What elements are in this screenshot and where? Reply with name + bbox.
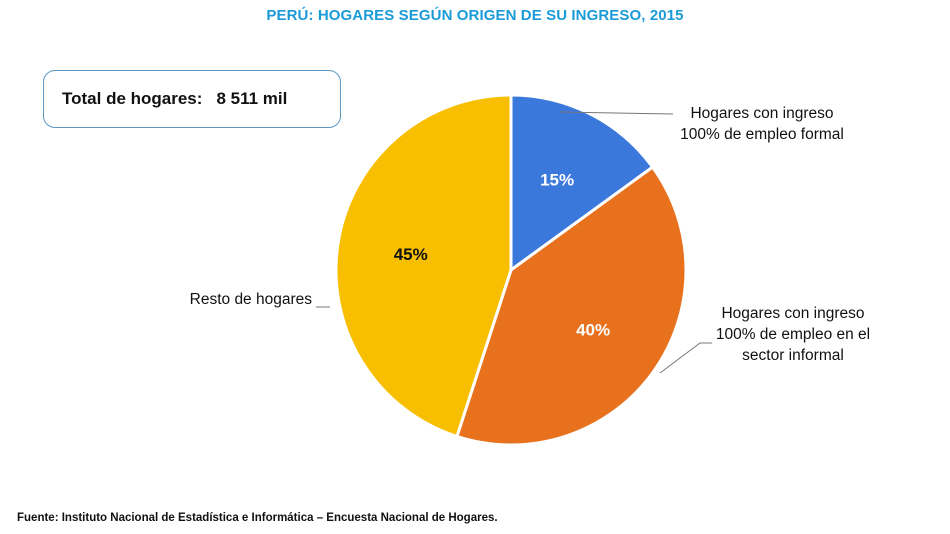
pie-slice-informal bbox=[455, 165, 688, 447]
pie-pct-label-informal: 40% bbox=[576, 321, 610, 340]
leader-line-informal bbox=[659, 342, 712, 374]
leader-line-formal bbox=[559, 111, 674, 115]
source-note: Fuente: Instituto Nacional de Estadístic… bbox=[17, 512, 498, 524]
total-households-box: Total de hogares: 8 511 mil bbox=[43, 70, 341, 128]
total-households-value: 8 511 mil bbox=[216, 89, 288, 108]
total-households-label: Total de hogares: bbox=[62, 89, 203, 108]
pie-slice-formal bbox=[509, 93, 655, 273]
chart-title: PERÚ: HOGARES SEGÚN ORIGEN DE SU INGRESO… bbox=[266, 7, 684, 24]
pie-category-label-informal: Hogares con ingreso 100% de empleo en el s… bbox=[716, 305, 870, 364]
pie-category-label-formal: Hogares con ingreso 100% de empleo formal bbox=[680, 105, 844, 143]
pie-pct-label-formal: 15% bbox=[540, 171, 574, 190]
pie-slice-resto bbox=[334, 93, 513, 439]
pie-category-label-resto: Resto de hogares bbox=[190, 291, 313, 308]
pie-pct-label-resto: 45% bbox=[394, 245, 428, 264]
